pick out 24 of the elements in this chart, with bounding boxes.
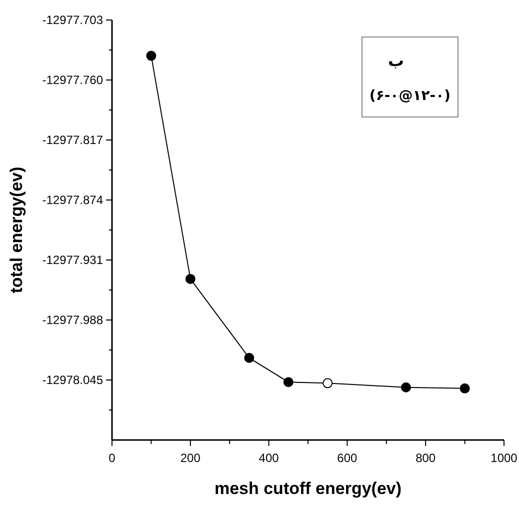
x-tick-label: 200: [180, 451, 201, 465]
y-tick-label: -12977.931: [42, 253, 104, 268]
x-tick-label: 400: [258, 451, 280, 465]
point: [401, 382, 411, 392]
point: [283, 377, 294, 388]
x-tick-label: 1000: [490, 451, 518, 465]
annotation: (۶-۰@۱۲-۰): [369, 88, 451, 104]
y-tick-label: -12977.703: [42, 13, 104, 28]
y-tick-label: -12977.760: [42, 73, 104, 88]
y-tick-label: -12977.988: [42, 313, 104, 328]
y-tick-label: -12977.874: [42, 193, 104, 208]
annotation: ب: [388, 51, 404, 70]
point: [146, 50, 156, 61]
x-tick-label: 600: [337, 451, 358, 465]
point: [185, 274, 196, 284]
y-axis-title: total energy(ev): [7, 166, 26, 294]
point: [322, 378, 333, 388]
x-axis-title: mesh cutoff energy(ev): [214, 479, 402, 498]
x-tick-label: 800: [416, 451, 436, 465]
point: [460, 383, 470, 394]
point: [244, 352, 254, 363]
y-tick-label: -12978.045: [42, 373, 104, 388]
x-tick-label: 0: [108, 451, 116, 465]
y-tick-label: -12977.817: [42, 133, 104, 148]
